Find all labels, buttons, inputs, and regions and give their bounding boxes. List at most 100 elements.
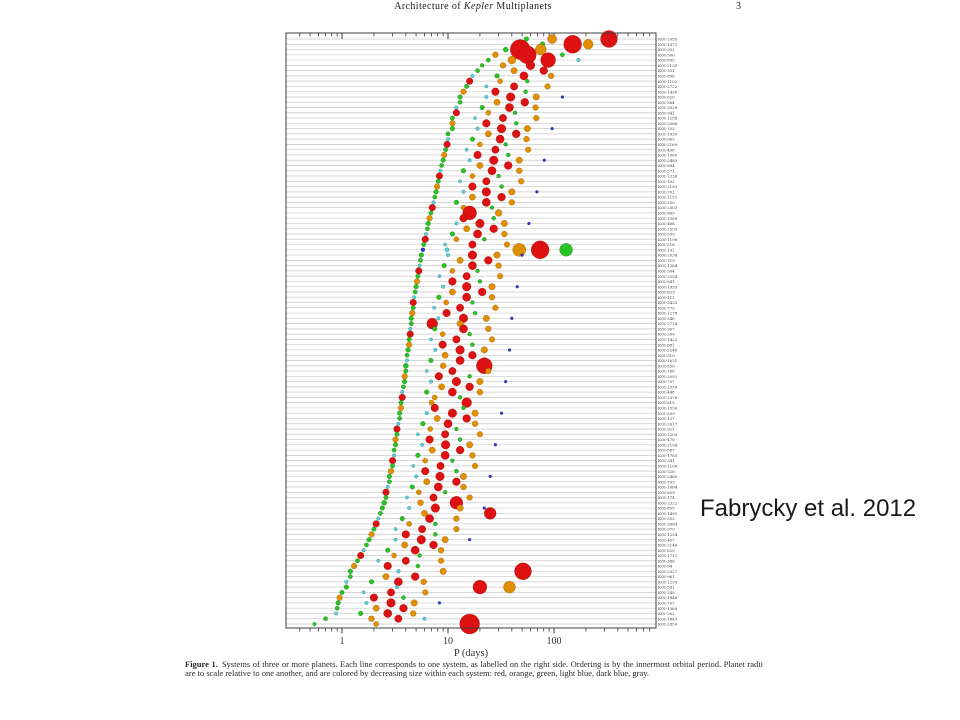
row-label: KOI-2554 xyxy=(658,274,678,279)
planet-dot xyxy=(432,305,437,310)
planet-dot xyxy=(467,250,478,260)
row-label: KOI-841 xyxy=(658,279,675,284)
planet-dot xyxy=(477,287,487,297)
planet-dot xyxy=(416,535,426,545)
planet-dot xyxy=(441,151,448,159)
planet-dot xyxy=(436,294,442,300)
planet-dot xyxy=(421,467,430,476)
planet-dot xyxy=(439,567,447,575)
planet-dot xyxy=(434,372,444,381)
row-label: KOI-168 xyxy=(658,369,675,374)
planet-dot xyxy=(368,579,375,585)
planet-dot xyxy=(339,589,345,595)
row-label: KOI-757 xyxy=(658,379,675,384)
planet-dot xyxy=(508,199,516,206)
planet-dot xyxy=(467,261,477,271)
planet-dot xyxy=(398,400,404,406)
row-label: KOI-1299 xyxy=(658,579,678,584)
planet-dot xyxy=(420,247,426,253)
row-label: KOI-152 xyxy=(658,179,675,184)
planet-dot xyxy=(464,83,470,89)
row-label: KOI-470 xyxy=(658,437,675,442)
x-axis-label: P (days) xyxy=(454,648,489,659)
planet-dot xyxy=(415,432,420,437)
row-label: KOI-1711 xyxy=(658,553,677,558)
planet-dot xyxy=(437,274,442,279)
citation-text: Fabrycky et al. 2012 xyxy=(700,495,917,522)
planet-dot xyxy=(493,251,501,259)
planet-dot xyxy=(443,242,448,247)
row-label: KOI-500 xyxy=(658,52,675,57)
row-label: KOI-1422 xyxy=(658,337,678,342)
planet-dot xyxy=(468,193,476,201)
planet-dot xyxy=(518,45,537,65)
row-label: KOI-1339 xyxy=(658,384,678,389)
planet-dot xyxy=(505,103,514,112)
planet-dot xyxy=(448,366,457,376)
planet-dot xyxy=(368,531,375,538)
planet-dot xyxy=(447,408,458,418)
row-label: KOI-262 xyxy=(658,611,675,616)
planet-dot xyxy=(600,30,618,48)
planet-dot xyxy=(457,395,463,400)
planet-dot xyxy=(421,509,428,517)
planet-dot xyxy=(493,98,501,106)
planet-dot xyxy=(396,421,401,426)
planet-dot xyxy=(456,504,464,512)
planet-dot xyxy=(453,525,460,533)
row-label: KOI-2303 xyxy=(658,205,678,210)
planet-dot xyxy=(390,463,396,469)
planet-dot xyxy=(510,316,514,321)
planet-dot xyxy=(344,579,349,584)
planet-dot xyxy=(424,411,429,416)
planet-dot xyxy=(347,574,353,580)
planet-dot xyxy=(454,105,459,110)
planet-dot xyxy=(427,426,434,432)
row-label: KOI-510 xyxy=(658,353,675,358)
row-label: KOI-1203 xyxy=(658,432,678,437)
row-label: KOI-1151 xyxy=(658,195,677,200)
planet-dot xyxy=(415,273,421,279)
row-label: KOI-855 xyxy=(658,506,675,511)
planet-dot xyxy=(435,178,441,184)
row-label: KOI-979 xyxy=(658,527,675,532)
planet-dot xyxy=(492,51,499,59)
planet-dot xyxy=(407,506,412,511)
planet-dot xyxy=(547,34,557,44)
planet-dot xyxy=(482,314,490,322)
row-label: KOI-887 xyxy=(658,448,675,453)
planet-dot xyxy=(461,397,472,408)
planet-dot xyxy=(420,421,426,427)
running-head-post: Multiplanets xyxy=(493,1,552,12)
planet-dot xyxy=(473,150,482,160)
row-label: KOI-528 xyxy=(658,469,675,474)
planet-dot xyxy=(459,324,468,334)
planet-dot xyxy=(415,489,422,496)
planet-dot xyxy=(452,335,461,344)
planet-dot xyxy=(544,83,551,90)
planet-dot xyxy=(499,62,507,69)
planet-dot xyxy=(487,166,497,176)
row-label: KOI-250 xyxy=(658,200,675,205)
caption-text: Systems of three or more planets. Each l… xyxy=(185,659,763,679)
planet-dot xyxy=(483,507,497,520)
row-label: KOI-571 xyxy=(658,168,675,173)
page-number: 3 xyxy=(736,1,741,12)
planet-dot xyxy=(371,526,377,532)
planet-dot xyxy=(513,120,519,126)
planet-dot xyxy=(475,68,480,74)
planet-dot xyxy=(451,376,462,387)
row-label: KOI-884 xyxy=(658,163,675,168)
planet-dot xyxy=(484,256,493,265)
planet-dot xyxy=(533,114,540,122)
planet-dot xyxy=(542,158,547,162)
planet-dot xyxy=(440,450,450,460)
planet-dot xyxy=(540,52,556,68)
row-label: KOI-2092 xyxy=(658,374,678,379)
planet-dot xyxy=(437,557,445,564)
row-label: KOI-599 xyxy=(658,411,675,416)
planet-dot xyxy=(417,499,424,507)
planet-dot xyxy=(430,403,439,413)
planet-dot xyxy=(417,263,422,268)
planet-dot xyxy=(471,462,479,470)
